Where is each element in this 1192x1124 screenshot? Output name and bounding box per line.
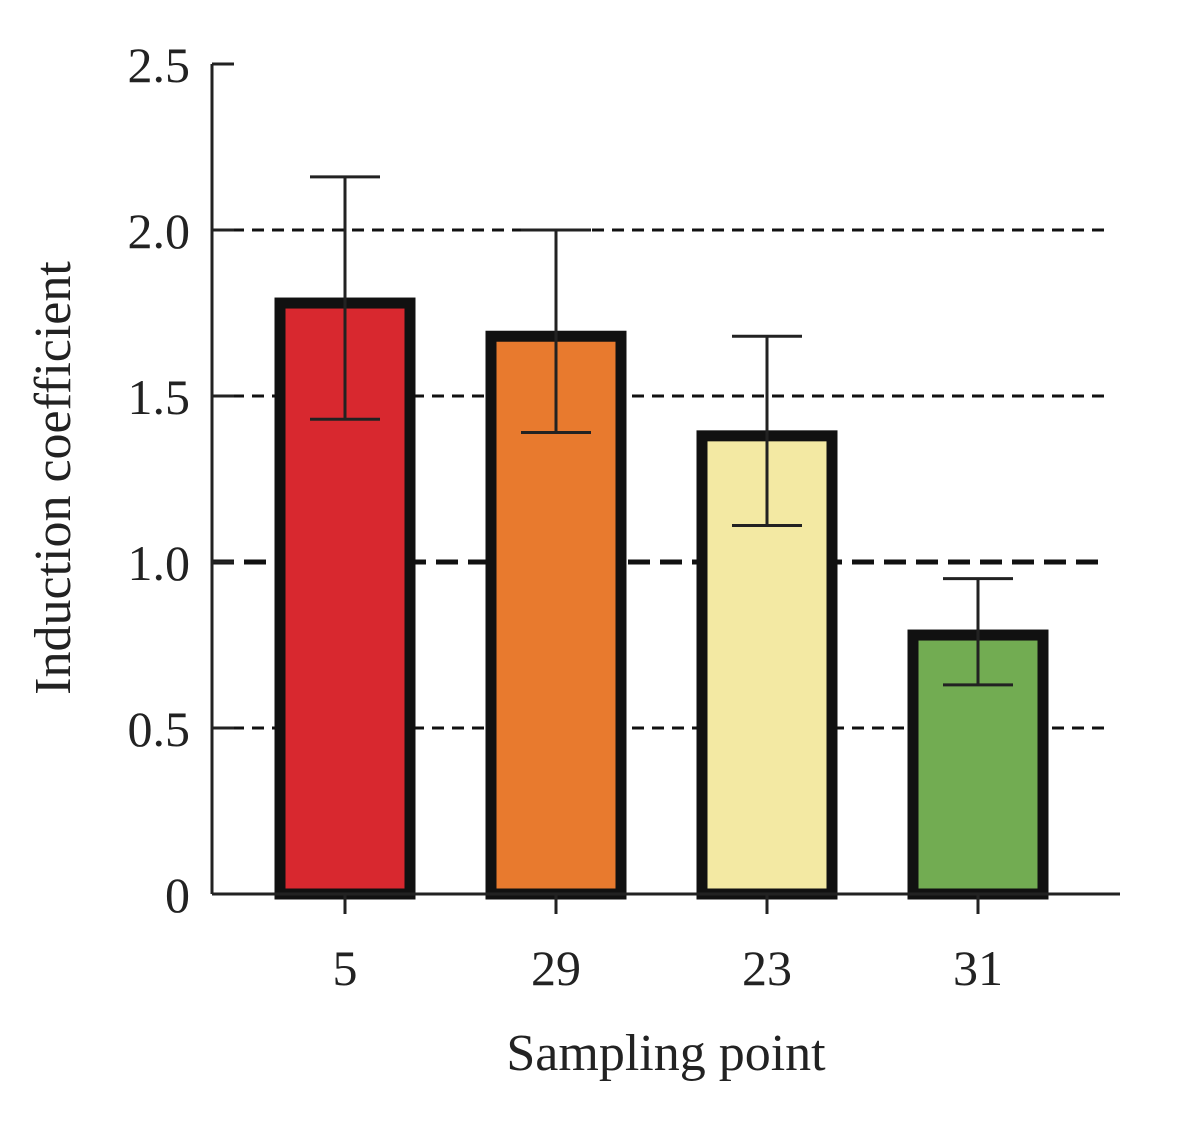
x-tick-label: 5 <box>333 940 358 996</box>
y-axis-title: Induction coefficient <box>25 261 82 695</box>
y-tick-label: 2.5 <box>128 37 191 93</box>
y-tick-label: 0 <box>165 867 190 923</box>
error-bars <box>310 175 1013 687</box>
x-tick-label: 29 <box>531 940 581 996</box>
x-tick-label: 31 <box>953 940 1003 996</box>
y-tick-label: 2.0 <box>128 203 191 259</box>
y-tick-label: 0.5 <box>128 701 191 757</box>
x-tick-label: 23 <box>742 940 792 996</box>
y-tick-label: 1.5 <box>128 369 191 425</box>
tick-labels: 0 0.5 1.0 1.5 2.0 2.5 5 29 23 31 <box>128 37 1004 996</box>
y-tick-label: 1.0 <box>128 535 191 591</box>
x-axis-title: Sampling point <box>506 1025 826 1082</box>
axes <box>210 62 1120 914</box>
bars <box>274 297 1049 900</box>
